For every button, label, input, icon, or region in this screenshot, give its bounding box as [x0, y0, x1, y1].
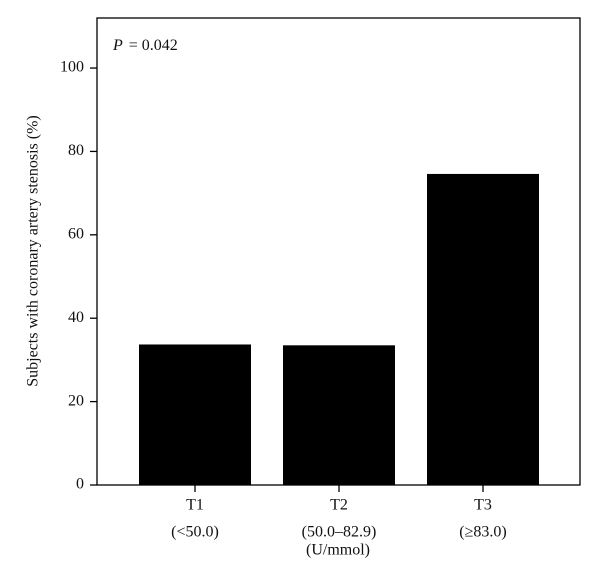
y-axis-label: Subjects with coronary artery stenosis (…	[25, 115, 42, 386]
bar	[283, 345, 395, 485]
x-tick-label: (≥83.0)	[459, 524, 506, 541]
y-tick-label: 80	[68, 142, 84, 159]
bar	[139, 344, 251, 485]
y-tick-label: 20	[68, 392, 84, 409]
x-tick-label: T3	[474, 497, 492, 514]
x-tick-label: T2	[330, 497, 348, 514]
x-tick-label: (50.0–82.9)	[302, 524, 377, 541]
y-tick-label: 40	[68, 309, 84, 326]
x-tick-label: T1	[186, 497, 204, 514]
y-tick-label: 0	[76, 476, 84, 493]
x-tick-label: (<50.0)	[171, 524, 219, 541]
annotation-value: = 0.042	[129, 37, 178, 54]
annotation-symbol: P	[112, 37, 123, 54]
x-axis-label: (U/mmol)	[306, 542, 370, 559]
bar	[427, 173, 539, 485]
annotation: P = 0.042	[112, 37, 178, 54]
y-tick-label: 100	[60, 59, 84, 76]
y-tick-label: 60	[68, 225, 84, 242]
